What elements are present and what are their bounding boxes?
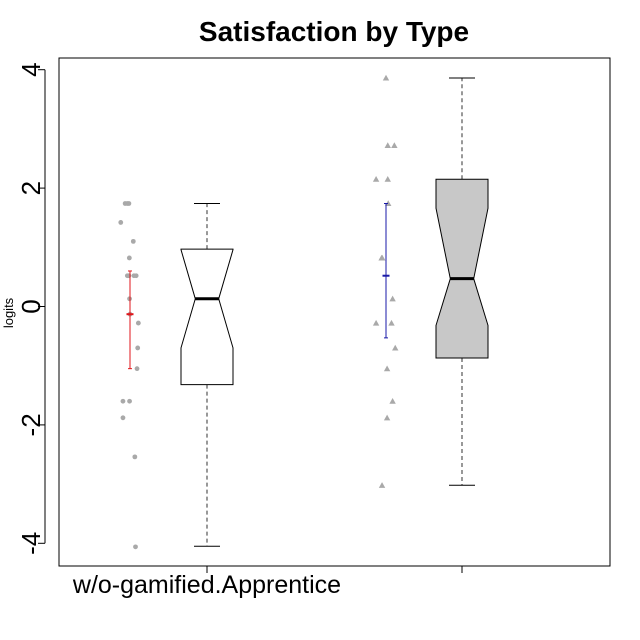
plot-frame [58,57,611,567]
data-point [379,254,386,261]
data-point [126,201,132,206]
box-group-2 [372,74,489,488]
y-tick-label: 4 [16,62,46,76]
data-point [385,200,392,207]
y-tick-label: -2 [16,413,46,436]
data-point [118,220,124,225]
y-axis-label: logits [1,297,16,328]
data-point [382,74,390,81]
notched-box [435,178,489,359]
data-point [392,344,399,351]
notched-box [180,248,234,386]
box-group-1 [118,201,234,550]
data-point [132,454,138,460]
data-point [133,544,138,550]
data-point [127,398,132,404]
data-point [135,320,141,326]
data-point [126,255,132,261]
data-point [389,295,396,302]
box-groups [118,74,489,550]
y-tick-label: -4 [16,532,46,555]
data-point [389,398,396,404]
data-point [134,366,140,372]
data-point [388,319,395,326]
data-point [120,415,126,421]
data-point [391,142,398,149]
data-point [372,176,380,182]
data-point [120,398,126,404]
y-tick-label: 2 [16,181,46,195]
axes: -4 -2 0 2 4 w/o-gamified.Apprentice [16,62,463,599]
data-point [372,319,380,326]
x-category-label: w/o-gamified.Apprentice [72,571,341,599]
data-point [378,482,386,488]
data-point [135,345,141,351]
data-point [384,176,391,182]
data-point [383,365,391,372]
chart-title: Satisfaction by Type [199,16,469,47]
data-point [133,273,139,279]
y-tick-label: 0 [16,299,46,313]
data-point [384,142,391,149]
data-point [124,273,130,279]
data-point [130,238,136,244]
data-point [383,414,391,421]
